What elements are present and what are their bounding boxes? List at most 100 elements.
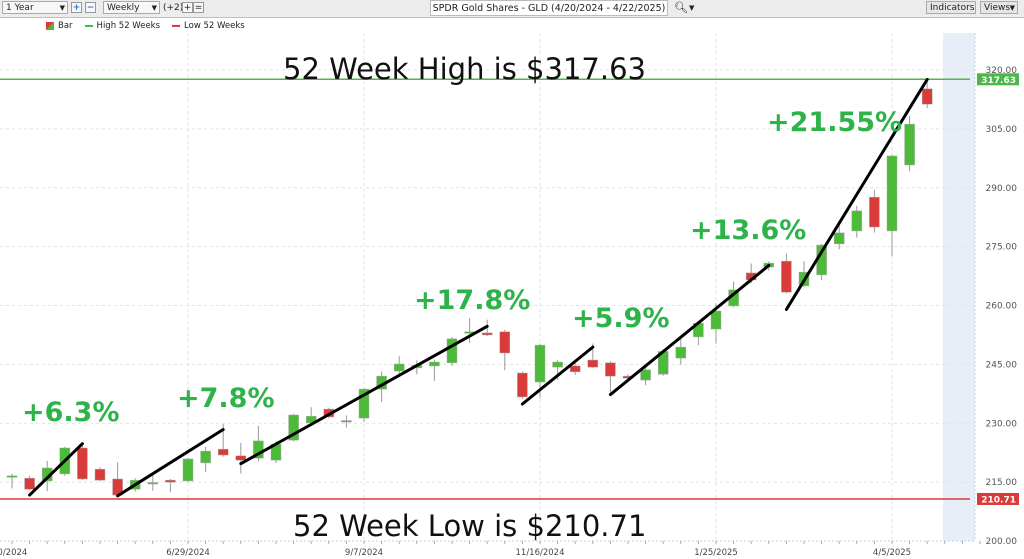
line-icon (84, 25, 93, 27)
candle (411, 364, 423, 369)
zoom-out-button[interactable]: − (85, 2, 96, 13)
candle (429, 361, 440, 367)
candle (305, 415, 317, 424)
candle (182, 458, 194, 482)
legend: Bar High 52 Weeks Low 52 Weeks (46, 21, 245, 31)
candle (745, 272, 757, 281)
dropdown-icon: ▼ (151, 4, 157, 12)
candle (59, 447, 71, 475)
candle (341, 420, 352, 423)
candle (904, 123, 915, 166)
x-tick-label: 6/29/2024 (166, 548, 210, 558)
y-tick-label: 275.00 (986, 243, 1018, 253)
views-button[interactable]: Views ▼ (980, 1, 1018, 14)
legend-item-low: Low 52 Weeks (172, 21, 245, 31)
gain-annotation: +21.55% (767, 107, 902, 138)
candle (112, 478, 123, 496)
candle (640, 369, 651, 381)
search-icon[interactable]: 🔍︎ (674, 1, 688, 14)
candle (270, 443, 282, 461)
trendline (784, 77, 929, 311)
y-tick-label: 290.00 (986, 184, 1018, 194)
high_52w-label: 317.63 (981, 76, 1016, 86)
candle (147, 482, 159, 485)
candle (921, 88, 933, 105)
candle (517, 372, 528, 398)
interval-value: Weekly (107, 3, 140, 13)
chart-title[interactable]: SPDR Gold Shares - GLD (4/20/2024 - 4/22… (430, 0, 668, 16)
y-tick-label: 305.00 (986, 125, 1018, 135)
candle (693, 322, 704, 338)
candle (605, 362, 616, 377)
high-annotation: 52 Week High is $317.63 (283, 52, 646, 86)
low_52w-badge (977, 492, 1019, 505)
indicators-label: Indicators (930, 3, 975, 13)
candle (376, 375, 387, 390)
extra-count: (+2) (163, 3, 184, 13)
minus-icon: = (194, 3, 203, 13)
high_52w-badge (977, 73, 1019, 86)
candle (217, 448, 229, 456)
x-tick-label: 20/2024 (0, 548, 27, 558)
y-tick-label: 200.00 (986, 537, 1018, 547)
candle (816, 244, 827, 276)
candle (481, 332, 493, 336)
candle (587, 359, 599, 368)
dropdown-icon: ▼ (1009, 4, 1015, 12)
line-icon (172, 25, 181, 27)
y-tick-label: 245.00 (986, 360, 1018, 370)
candle (165, 479, 176, 483)
candle (129, 479, 141, 490)
candle (94, 468, 106, 481)
candle (323, 408, 335, 418)
low-annotation: 52 Week Low is $210.71 (293, 509, 646, 543)
candle (763, 262, 775, 268)
toolbar: 1 Year ▼ + − Weekly ▼ (+2) + = SPDR Gold S… (0, 0, 1024, 18)
candle (41, 467, 53, 482)
candle (657, 351, 669, 375)
candle (569, 365, 581, 373)
legend-item-high: High 52 Weeks (84, 21, 161, 31)
candle (77, 447, 88, 480)
candle (552, 361, 563, 368)
candle (358, 388, 370, 419)
candle (6, 475, 18, 478)
range-select[interactable]: 1 Year ▼ (2, 1, 68, 14)
candle (851, 210, 863, 232)
trendline (608, 263, 771, 397)
candle (710, 310, 722, 330)
trendline (28, 442, 84, 497)
bar-icon (46, 22, 54, 30)
gain-annotation: +17.8% (414, 285, 530, 316)
plus-icon: + (183, 3, 192, 13)
legend-label: Bar (58, 21, 73, 31)
search-dropdown-icon[interactable]: ▼ (689, 4, 695, 12)
y-tick-label: 260.00 (986, 302, 1018, 312)
candle (288, 414, 299, 441)
interval-select[interactable]: Weekly ▼ (103, 1, 160, 14)
candle (235, 455, 247, 461)
candle (200, 450, 211, 464)
remove-button[interactable]: = (193, 2, 204, 13)
candle (886, 155, 898, 232)
x-tick-label: 9/7/2024 (345, 548, 383, 558)
candle (464, 331, 475, 334)
gain-annotation: +7.8% (177, 383, 275, 414)
candle (869, 196, 880, 228)
x-tick-label: 4/5/2025 (873, 548, 911, 558)
indicators-button[interactable]: Indicators (926, 1, 976, 14)
legend-label: Low 52 Weeks (184, 21, 245, 31)
x-tick-label: 1/25/2025 (694, 548, 738, 558)
trendline (116, 428, 225, 498)
candle (781, 260, 792, 293)
trendline (239, 324, 489, 466)
legend-label: High 52 Weeks (96, 21, 161, 31)
candle (534, 344, 546, 383)
candle (393, 363, 405, 372)
add-button[interactable]: + (182, 2, 193, 13)
candle (833, 232, 845, 245)
candle (446, 338, 458, 364)
zoom-in-button[interactable]: + (71, 2, 82, 13)
candle (499, 331, 511, 354)
